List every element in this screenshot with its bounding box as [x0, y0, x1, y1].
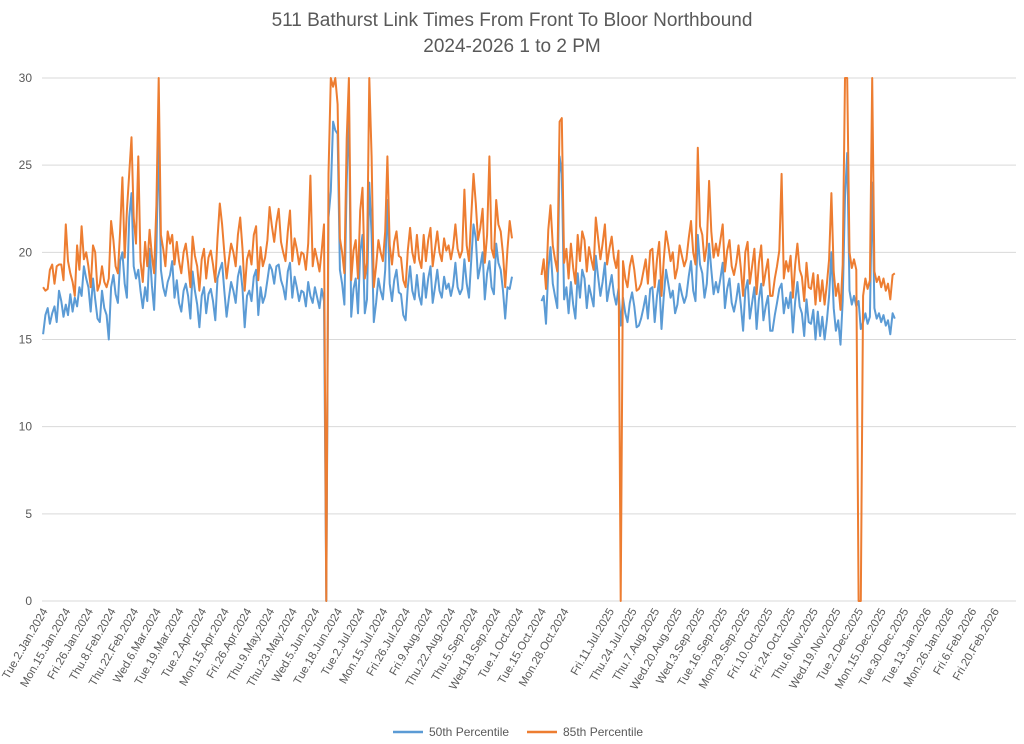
series-line-p50: [42, 103, 896, 602]
y-tick-label: 20: [19, 245, 33, 259]
x-axis-ticks: Tue.2.Jan.2024Mon.15.Jan.2024Fri.26.Jan.…: [1, 606, 1002, 692]
chart-subtitle: 2024-2026 1 to 2 PM: [423, 36, 601, 57]
legend: 50th Percentile 85th Percentile: [393, 725, 643, 739]
series-lines: [42, 77, 896, 602]
y-tick-label: 30: [19, 71, 33, 85]
y-tick-label: 15: [19, 333, 33, 347]
y-tick-label: 10: [19, 420, 33, 434]
legend-label: 50th Percentile: [429, 725, 509, 739]
y-tick-label: 0: [25, 594, 32, 608]
y-tick-label: 5: [25, 507, 32, 521]
chart-title: 511 Bathurst Link Times From Front To Bl…: [271, 10, 753, 31]
y-tick-label: 25: [19, 158, 33, 172]
series-line-p85: [42, 77, 896, 602]
legend-label: 85th Percentile: [563, 725, 643, 739]
y-axis-ticks: 0 5 10 15 20 25 30: [19, 71, 33, 608]
gridlines: [42, 77, 1016, 602]
